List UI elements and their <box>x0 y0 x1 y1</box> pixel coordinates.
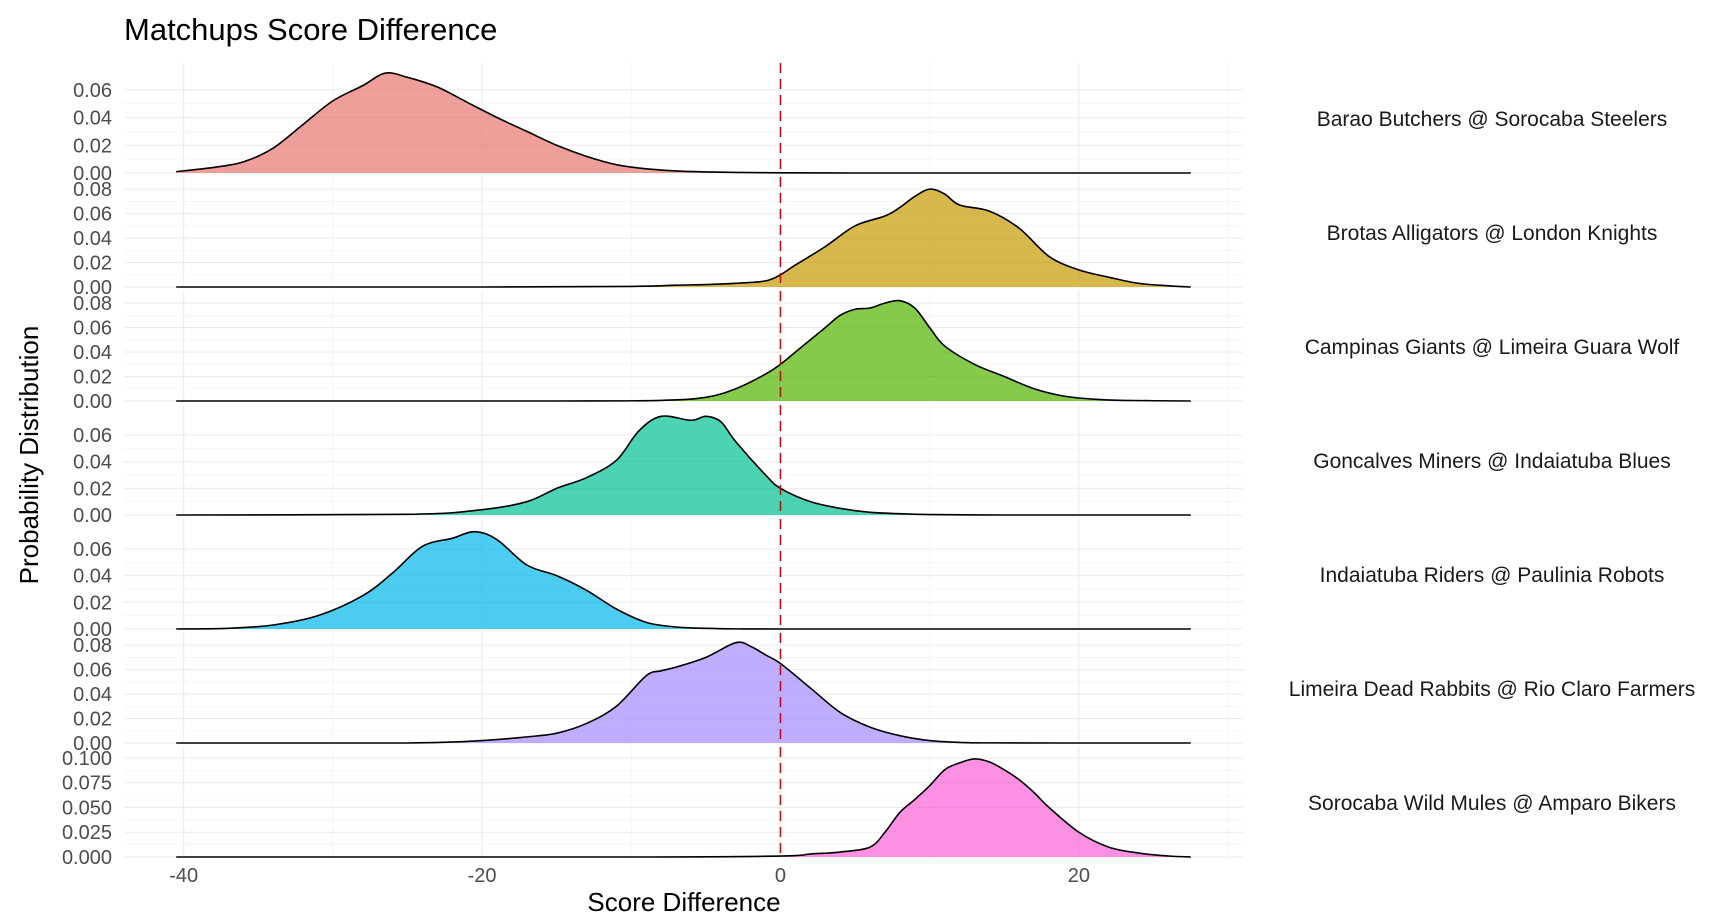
x-axis-title: Score Difference <box>587 887 780 917</box>
y-tick-label: 0.00 <box>73 163 112 185</box>
panel-strip-label: Sorocaba Wild Mules @ Amparo Bikers <box>1308 792 1676 815</box>
y-tick-label: 0.04 <box>73 108 112 130</box>
y-tick-label: 0.025 <box>62 822 112 844</box>
density-curve <box>176 758 1191 858</box>
density-area <box>176 189 1191 287</box>
chart-title: Matchups Score Difference <box>124 12 497 47</box>
y-tick-label: 0.06 <box>73 318 112 340</box>
y-tick-label: 0.00 <box>73 505 112 527</box>
x-tick-label: -40 <box>169 865 198 887</box>
density-area <box>176 415 1191 515</box>
y-tick-label: 0.06 <box>73 80 112 102</box>
y-tick-labels-layer: 0.000.020.040.060.000.020.040.060.080.00… <box>62 80 112 869</box>
x-tick-labels-layer: -40 -20 0 20 <box>169 865 1090 887</box>
y-tick-label: 0.04 <box>73 342 112 364</box>
y-tick-label: 0.000 <box>62 847 112 869</box>
y-tick-label: 0.00 <box>73 733 112 755</box>
y-tick-label: 0.04 <box>73 684 112 706</box>
density-curve <box>176 299 1191 402</box>
y-tick-label: 0.06 <box>73 204 112 226</box>
y-tick-label: 0.06 <box>73 425 112 447</box>
y-tick-label: 0.00 <box>73 277 112 299</box>
density-area <box>176 758 1191 857</box>
density-area <box>176 531 1191 629</box>
panel-strip-label: Brotas Alligators @ London Knights <box>1327 222 1658 245</box>
y-tick-label: 0.06 <box>73 539 112 561</box>
x-tick-label: 0 <box>775 865 786 887</box>
y-tick-label: 0.075 <box>62 773 112 795</box>
x-tick-label: -20 <box>468 865 497 887</box>
density-area <box>176 300 1191 401</box>
y-tick-label: 0.08 <box>73 179 112 201</box>
y-tick-label: 0.02 <box>73 135 112 157</box>
strip-labels-layer: Barao Butchers @ Sorocaba Steelers Brotas… <box>1289 108 1695 815</box>
y-tick-label: 0.02 <box>73 709 112 731</box>
y-tick-label: 0.08 <box>73 293 112 315</box>
y-tick-label: 0.04 <box>73 228 112 250</box>
y-tick-label: 0.02 <box>73 592 112 614</box>
density-curve <box>176 415 1191 516</box>
y-tick-label: 0.08 <box>73 635 112 657</box>
panel-strip-label: Goncalves Miners @ Indaiatuba Blues <box>1313 450 1671 473</box>
y-tick-label: 0.04 <box>73 452 112 474</box>
panel-strip-label: Barao Butchers @ Sorocaba Steelers <box>1317 108 1668 131</box>
panel-strip-label: Limeira Dead Rabbits @ Rio Claro Farmers <box>1289 678 1695 701</box>
y-tick-label: 0.00 <box>73 619 112 641</box>
y-tick-label: 0.02 <box>73 478 112 500</box>
y-tick-label: 0.00 <box>73 391 112 413</box>
density-curve <box>176 641 1191 744</box>
density-area <box>176 72 1191 173</box>
panel-strip-label: Indaiatuba Riders @ Paulinia Robots <box>1320 564 1665 587</box>
y-tick-label: 0.050 <box>62 797 112 819</box>
density-curve <box>176 72 1191 174</box>
y-tick-label: 0.100 <box>62 748 112 770</box>
y-tick-label: 0.02 <box>73 253 112 275</box>
density-curve <box>176 530 1191 630</box>
y-tick-label: 0.06 <box>73 660 112 682</box>
density-area <box>176 642 1191 743</box>
y-tick-label: 0.02 <box>73 367 112 389</box>
y-axis-title: Probability Distribution <box>14 326 44 585</box>
x-tick-label: 20 <box>1068 865 1090 887</box>
density-curves-layer <box>176 72 1191 858</box>
y-tick-label: 0.04 <box>73 566 112 588</box>
density-curve <box>176 188 1191 288</box>
panel-strip-label: Campinas Giants @ Limeira Guara Wolf <box>1305 336 1680 359</box>
